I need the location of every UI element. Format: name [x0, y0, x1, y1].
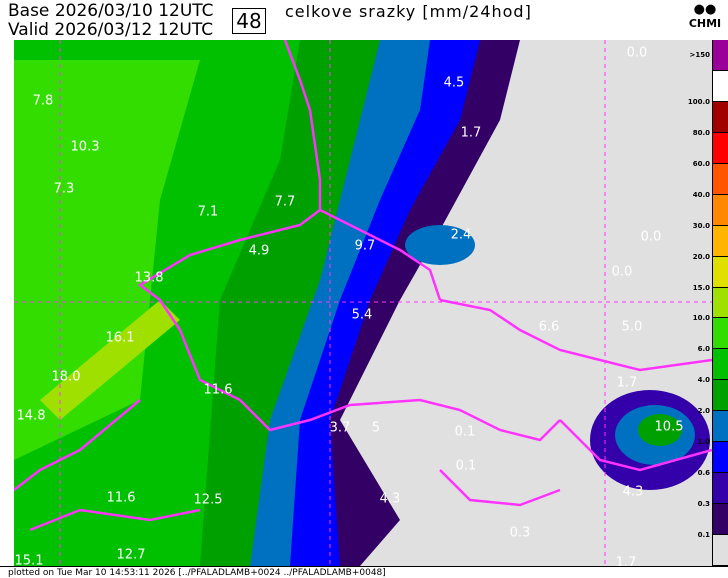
- map-value-label: 6.6: [538, 319, 560, 335]
- legend-swatch: [713, 101, 728, 133]
- base-label: Base: [8, 1, 50, 21]
- forecast-step: 48: [232, 8, 266, 34]
- map-value-label: 13.8: [134, 270, 164, 286]
- valid-value: 2026/03/12 12UTC: [54, 20, 214, 40]
- legend-label: 0.1: [697, 531, 710, 540]
- base-time: Base 2026/03/10 12UTC: [8, 2, 214, 20]
- map-value-label: 0.1: [455, 458, 477, 474]
- map-value-label: 15.1: [14, 553, 44, 569]
- map-value-label: 0.0: [640, 229, 662, 245]
- legend-label: 0.3: [697, 500, 710, 509]
- precipitation-map: 0.0 4.5 7.8 10.3 1.7 7.3 7.1 7.7 2.4 0.0 4.9 9.7 0.0…: [14, 40, 712, 571]
- legend-swatch: [713, 380, 728, 412]
- map-value-label: 4.3: [622, 484, 644, 500]
- map-value-label: 5: [371, 420, 381, 436]
- map-value-label: 12.5: [193, 492, 223, 508]
- map-value-label: 0.0: [626, 45, 648, 61]
- legend-label: 1.0: [697, 438, 710, 447]
- map-value-label: 7.7: [274, 194, 296, 210]
- map-value-label: 7.1: [197, 204, 219, 220]
- legend-swatch: [713, 318, 728, 350]
- legend-label: 80.0: [692, 128, 710, 137]
- map-value-label: 4.5: [443, 75, 465, 91]
- map-value-label: 1.7: [616, 375, 638, 391]
- map-value-label: 12.7: [116, 547, 146, 563]
- chmi-logo: ●● CHMI: [686, 2, 724, 30]
- map-value-label: 9.7: [354, 238, 376, 254]
- map-value-label: 0.1: [454, 424, 476, 440]
- map-value-label: 1.7: [460, 125, 482, 141]
- map-canvas: [14, 40, 712, 566]
- legend-swatch: [713, 442, 728, 474]
- legend-label: 40.0: [692, 190, 710, 199]
- map-value-label: 11.6: [106, 490, 136, 506]
- legend-label: 20.0: [692, 252, 710, 261]
- legend-swatch: [713, 411, 728, 443]
- legend-label: 4.0: [697, 376, 710, 385]
- legend-swatch: [713, 349, 728, 381]
- legend-swatch: [713, 194, 728, 226]
- map-value-label: 11.6: [203, 382, 233, 398]
- legend-label: 100.0: [687, 97, 710, 106]
- valid-time: Valid 2026/03/12 12UTC: [8, 21, 213, 39]
- map-value-label: 10.5: [654, 419, 684, 435]
- legend-swatch: [713, 287, 728, 319]
- legend-swatch: [713, 504, 728, 535]
- legend-label: 6.0: [697, 345, 710, 354]
- legend-label: 60.0: [692, 159, 710, 168]
- legend-label: 2.0: [697, 407, 710, 416]
- map-value-label: 5.0: [621, 319, 643, 335]
- map-value-label: 4.9: [248, 243, 270, 259]
- map-value-label: 4.3: [379, 491, 401, 507]
- legend-swatch: [713, 473, 728, 505]
- map-value-label: 7.8: [32, 93, 54, 109]
- color-legend: [712, 40, 728, 566]
- plot-footer: plotted on Tue Mar 10 14:53:11 2026 [../…: [0, 566, 728, 578]
- legend-swatch: [713, 70, 728, 102]
- map-value-label: 0.0: [611, 264, 633, 280]
- map-value-label: 7.3: [53, 181, 75, 197]
- legend-swatch: [713, 256, 728, 288]
- map-value-label: 3.7: [329, 420, 351, 436]
- legend-label: >150: [689, 51, 710, 60]
- logo-mark-icon: ●●: [693, 2, 717, 17]
- map-value-label: 14.8: [16, 408, 46, 424]
- map-value-label: 16.1: [105, 330, 135, 346]
- logo-text: CHMI: [688, 17, 722, 30]
- legend-label: 15.0: [692, 283, 710, 292]
- legend-label: 10.0: [692, 314, 710, 323]
- map-value-label: 0.3: [509, 525, 531, 541]
- legend-swatch: [713, 40, 728, 71]
- legend-swatch: [713, 163, 728, 195]
- valid-label: Valid: [8, 20, 49, 40]
- map-value-label: 10.3: [70, 139, 100, 155]
- legend-label: 0.6: [697, 469, 710, 478]
- legend-swatch: [713, 225, 728, 257]
- map-value-label: 5.4: [351, 307, 373, 323]
- legend-swatch: [713, 535, 728, 566]
- base-value: 2026/03/10 12UTC: [54, 1, 214, 21]
- map-value-label: 18.0: [51, 369, 81, 385]
- map-title: celkove srazky [mm/24hod]: [285, 2, 532, 21]
- legend-label: 30.0: [692, 221, 710, 230]
- legend-swatch: [713, 132, 728, 164]
- map-value-label: 2.4: [450, 227, 472, 243]
